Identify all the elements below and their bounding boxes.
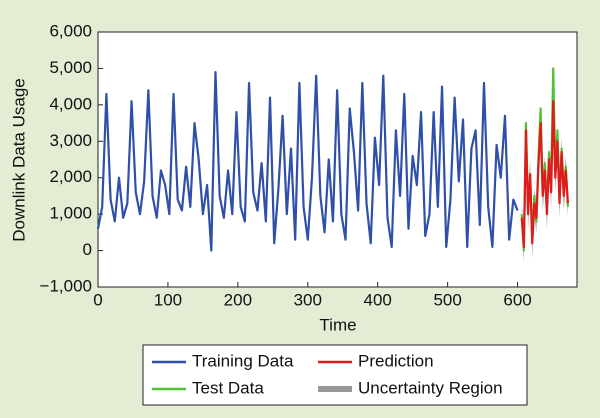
y-tick-label: 5,000 <box>49 58 92 77</box>
y-axis-label: Downlink Data Usage <box>9 78 28 241</box>
y-tick-label: −1,000 <box>40 276 92 295</box>
legend <box>142 344 528 406</box>
x-tick-label: 500 <box>433 290 461 309</box>
x-tick-label: 100 <box>154 290 182 309</box>
series-line <box>96 70 519 252</box>
x-tick-label: 400 <box>364 290 392 309</box>
legend-label: Prediction <box>358 351 434 370</box>
x-tick-label: 0 <box>93 290 102 309</box>
y-tick-label: 6,000 <box>49 21 92 40</box>
x-tick-label: 200 <box>224 290 252 309</box>
x-tick-label: 300 <box>294 290 322 309</box>
legend-label: Test Data <box>192 378 264 397</box>
y-tick-label: 1,000 <box>49 204 92 223</box>
x-axis-label: Time <box>319 315 356 334</box>
legend-label: Training Data <box>192 351 294 370</box>
series-line <box>520 100 570 249</box>
y-tick-label: 0 <box>83 240 92 259</box>
x-tick-label: 600 <box>503 290 531 309</box>
y-tick-label: 3,000 <box>49 131 92 150</box>
plot-area <box>97 31 578 288</box>
y-tick-label: 2,000 <box>49 167 92 186</box>
legend-label: Uncertainty Region <box>358 378 503 397</box>
y-tick-label: 4,000 <box>49 94 92 113</box>
